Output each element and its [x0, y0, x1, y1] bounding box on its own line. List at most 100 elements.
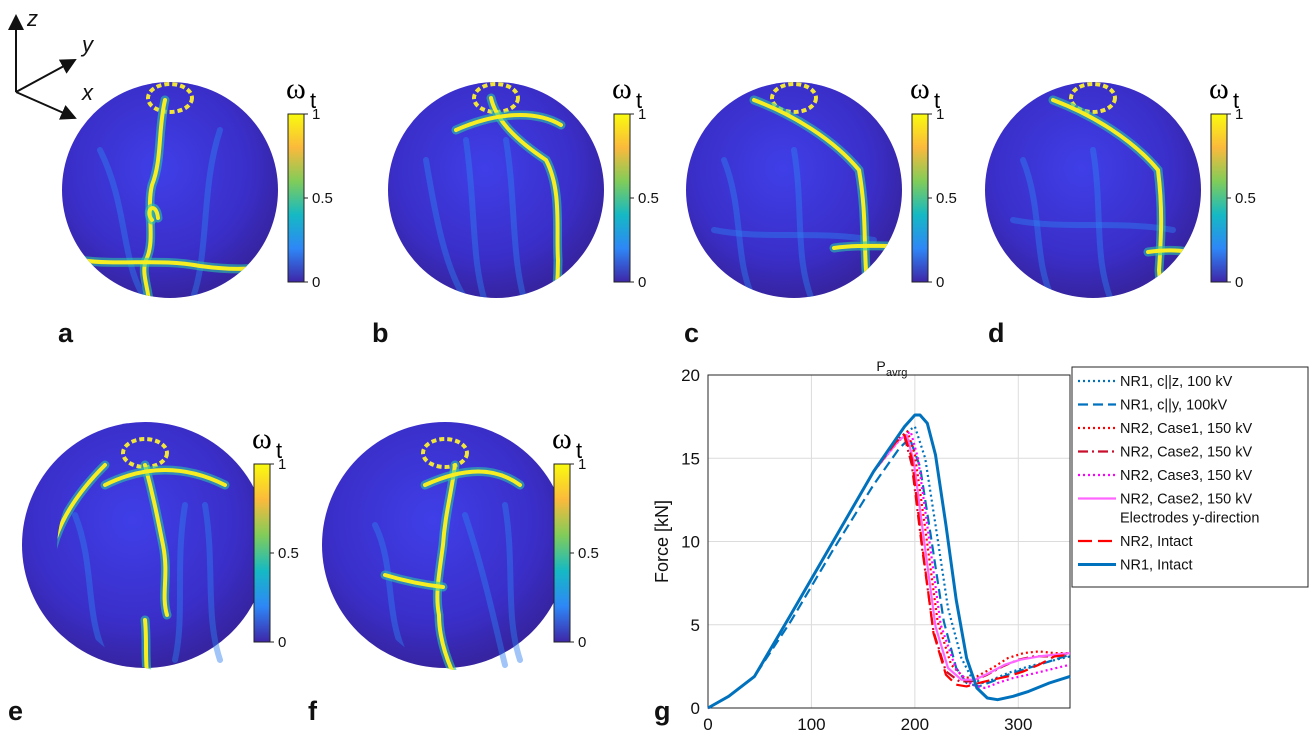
colorbar-b: ω t 1 0.5 0 [612, 70, 676, 310]
crack-path [147, 206, 160, 222]
electrode-contact-ring [421, 437, 469, 469]
colorbar-subscript: t [310, 88, 316, 113]
sphere-damage-map-c [686, 82, 902, 298]
series-line-1 [707, 425, 1071, 709]
colorbar-e: ω t 1 0.5 0 [252, 420, 316, 670]
panel-label-d: d [988, 318, 1005, 348]
y-tick-label: 10 [681, 533, 700, 552]
sphere-surface [62, 82, 278, 298]
x-tick-label: 300 [1004, 715, 1032, 733]
colorbar-graphic: ω t1 0.5 0 [612, 72, 659, 291]
x-axis-label: x [81, 80, 94, 105]
damage-band [721, 157, 757, 298]
panel-f: ω t 1 0.5 0 [300, 420, 640, 670]
damage-band [1010, 217, 1176, 233]
crack-path [454, 112, 563, 132]
panel-a: ω t 1 0.5 0 [60, 70, 350, 310]
colorbar-gradient [553, 463, 571, 643]
colorbar-subscript: t [1233, 88, 1239, 113]
x-tick-label: 100 [797, 715, 825, 733]
electrode-contact-ring [1069, 82, 1117, 114]
crack-path [103, 468, 227, 487]
y-tick-label: 0 [691, 699, 700, 718]
colorbar-tick-label: 1 [936, 106, 944, 123]
colorbar-tick-label: 0.5 [936, 190, 957, 207]
damage-band [187, 127, 223, 298]
colorbar-symbol: ω [552, 422, 572, 455]
damage-band [72, 512, 108, 658]
colorbar-tick-label: 0 [638, 274, 646, 291]
colorbar-tick-label: 0.5 [638, 190, 659, 207]
coordinate-axes-triad: z y x [8, 6, 95, 120]
panel-b: ω t 1 0.5 0 [386, 70, 676, 310]
legend-entry-continued: Electrodes y-direction [1120, 511, 1259, 527]
panel-c: ω t 1 0.5 0 [684, 70, 974, 310]
colorbar-tick-label: 0 [936, 274, 944, 291]
panel-d: ω t 1 0.5 0 [983, 70, 1273, 310]
colorbar-gradient [287, 113, 305, 283]
colorbar-tick-label: 0.5 [578, 545, 599, 562]
legend-entry: NR1, c||y, 100kV [1120, 398, 1228, 414]
panel-label-f: f [308, 696, 317, 726]
colorbar-gradient [1210, 113, 1228, 283]
colorbar-symbol: ω [910, 72, 930, 105]
colorbar-gradient [911, 113, 929, 283]
panel-label-g: g [654, 696, 671, 726]
damage-band [463, 137, 489, 298]
electrode-contact-ring [146, 82, 194, 114]
chart-title: P [876, 358, 885, 374]
series-line-2 [707, 437, 1071, 709]
damage-band [423, 157, 469, 298]
colorbar-tick-label: 0.5 [278, 545, 299, 562]
colorbar-tick-label: 0 [1235, 274, 1243, 291]
crack-path [832, 243, 891, 250]
colorbar-graphic: ω t1 0.5 0 [552, 422, 599, 651]
colorbar-tick-label: 0 [278, 634, 286, 651]
crack-path [57, 463, 107, 557]
colorbar-f: ω t 1 0.5 0 [552, 420, 616, 670]
x-tick-label: 0 [703, 715, 712, 733]
damage-band [172, 502, 188, 663]
legend-entry: NR1, c||z, 100 kV [1120, 374, 1233, 390]
damage-band [711, 227, 877, 243]
damage-band [372, 522, 408, 658]
electrode-contact-ring [770, 82, 818, 114]
damage-band [97, 147, 153, 298]
colorbar-subscript: t [636, 88, 642, 113]
colorbar-tick-label: 0 [312, 274, 320, 291]
colorbar-subscript: t [576, 438, 582, 463]
colorbar-tick-label: 1 [1235, 106, 1243, 123]
y-tick-label: 20 [681, 366, 700, 385]
colorbar-tick-label: 1 [312, 106, 320, 123]
panel-e: ω t 1 0.5 0 [0, 420, 340, 670]
legend-entry: NR2, Case3, 150 kV [1120, 468, 1253, 484]
colorbar-a: ω t 1 0.5 0 [286, 70, 350, 310]
sphere-damage-map-a [62, 82, 278, 298]
colorbar-tick-label: 0.5 [1235, 190, 1256, 207]
crack-path [143, 618, 149, 670]
colorbar-symbol: ω [286, 72, 306, 105]
colorbar-tick-label: 0 [578, 634, 586, 651]
chart-title-subscript: avrg [886, 367, 907, 379]
y-axis-label: y [80, 32, 95, 57]
damage-band [791, 147, 817, 298]
sphere-surface [985, 82, 1201, 298]
y-axis-label: Force [kN] [652, 500, 672, 583]
y-tick-label: 15 [681, 449, 700, 468]
crack-path [383, 573, 445, 589]
damage-band [1090, 147, 1116, 298]
colorbar-subscript: t [276, 438, 282, 463]
damage-band [202, 502, 223, 663]
z-axis-label: z [26, 6, 38, 31]
y-axis-arrow [15, 59, 77, 93]
colorbar-graphic: ω t1 0.5 0 [1209, 72, 1256, 291]
x-axis-arrow [15, 91, 77, 120]
colorbar-tick-label: 1 [278, 456, 286, 473]
crack-path [435, 463, 457, 670]
colorbar-d: ω t 1 0.5 0 [1209, 70, 1273, 310]
panel-label-b: b [372, 318, 389, 348]
y-tick-label: 5 [691, 616, 700, 635]
colorbar-tick-label: 1 [638, 106, 646, 123]
force-time-chart: 010020030005101520PavrgTime [μs]Force [k… [652, 358, 1309, 733]
panel-label-a: a [58, 318, 74, 348]
